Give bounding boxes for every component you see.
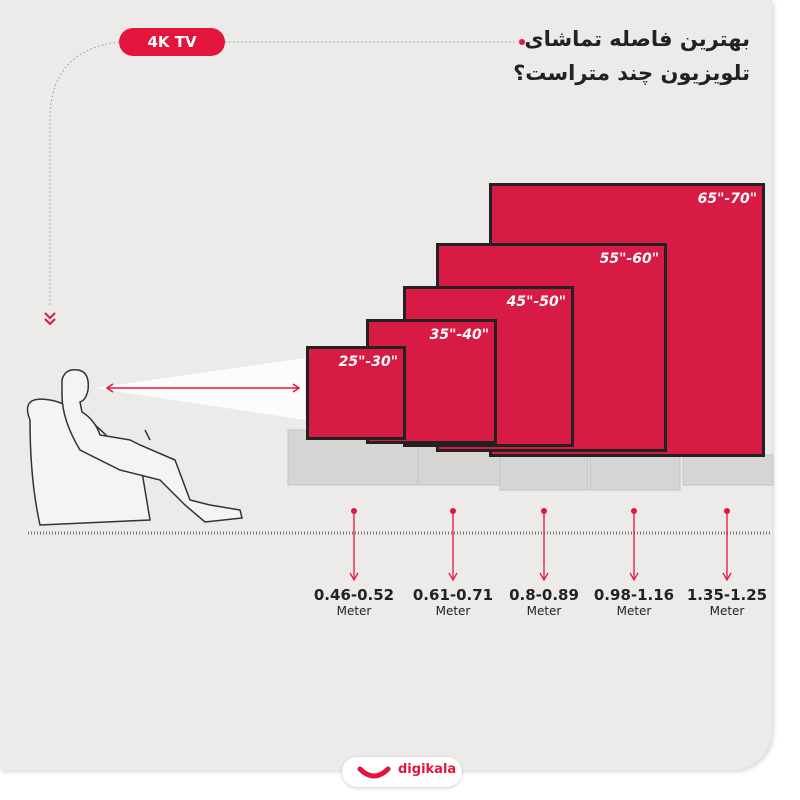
- guide-dot: [519, 39, 525, 45]
- 4k-tv-badge: 4K TV: [119, 28, 225, 56]
- arrow-down-icon: [448, 572, 458, 582]
- distance-value: 0.98-1.16: [593, 586, 675, 604]
- tv-size-label: 45"-50": [506, 294, 566, 310]
- distance-label: 0.61-0.71 Meter: [398, 586, 508, 618]
- chevron-down-icon: [44, 312, 56, 326]
- person-in-armchair: [26, 368, 243, 526]
- title-line-2: تلویزیون چند متراست؟: [513, 61, 750, 85]
- tv-size-label: 65"-70": [698, 191, 757, 207]
- distance-unit: Meter: [336, 604, 372, 618]
- digikala-logo: digikala: [342, 757, 462, 787]
- distance-unit: Meter: [709, 604, 745, 618]
- page-title: بهترین فاصله تماشای تلویزیون چند متراست؟: [450, 22, 750, 90]
- brand-name: digikala: [398, 762, 457, 777]
- arrow-down-icon: [629, 572, 639, 582]
- distance-value: 0.8-0.89: [509, 586, 579, 604]
- arrow-down-icon: [539, 572, 549, 582]
- tv-size-label: 55"-60": [600, 251, 659, 267]
- arrow-down-icon: [722, 572, 732, 582]
- distance-label: 0.8-0.89 Meter: [489, 586, 599, 618]
- distance-unit: Meter: [435, 604, 471, 618]
- distance-label: 1.35-1.25 Meter: [672, 586, 782, 618]
- tv-size-label: 25"-30": [339, 354, 398, 370]
- title-line-1: بهترین فاصله تماشای: [524, 27, 750, 51]
- guide-line-left: [49, 41, 120, 305]
- smile-logo-icon: [357, 766, 391, 779]
- distance-unit: Meter: [616, 604, 652, 618]
- distance-value: 1.35-1.25: [686, 586, 768, 604]
- tv-size-label: 35"-40": [430, 327, 489, 343]
- tv-screen: [309, 349, 403, 437]
- distance-label: 0.46-0.52 Meter: [299, 586, 409, 618]
- distance-unit: Meter: [526, 604, 562, 618]
- view-beam: [95, 358, 305, 420]
- distance-value: 0.61-0.71: [412, 586, 494, 604]
- tv-stand: [682, 454, 774, 486]
- arrow-down-icon: [349, 572, 359, 582]
- distance-label: 0.98-1.16 Meter: [579, 586, 689, 618]
- distance-value: 0.46-0.52: [313, 586, 395, 604]
